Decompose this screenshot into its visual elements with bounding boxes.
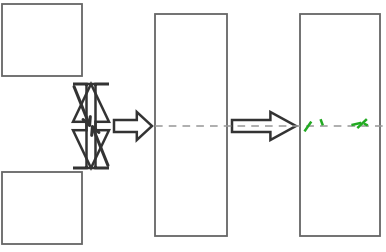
Bar (155, 14, 227, 236)
Bar (2, 172, 82, 244)
Bar (300, 14, 380, 236)
Bar (2, 4, 82, 76)
